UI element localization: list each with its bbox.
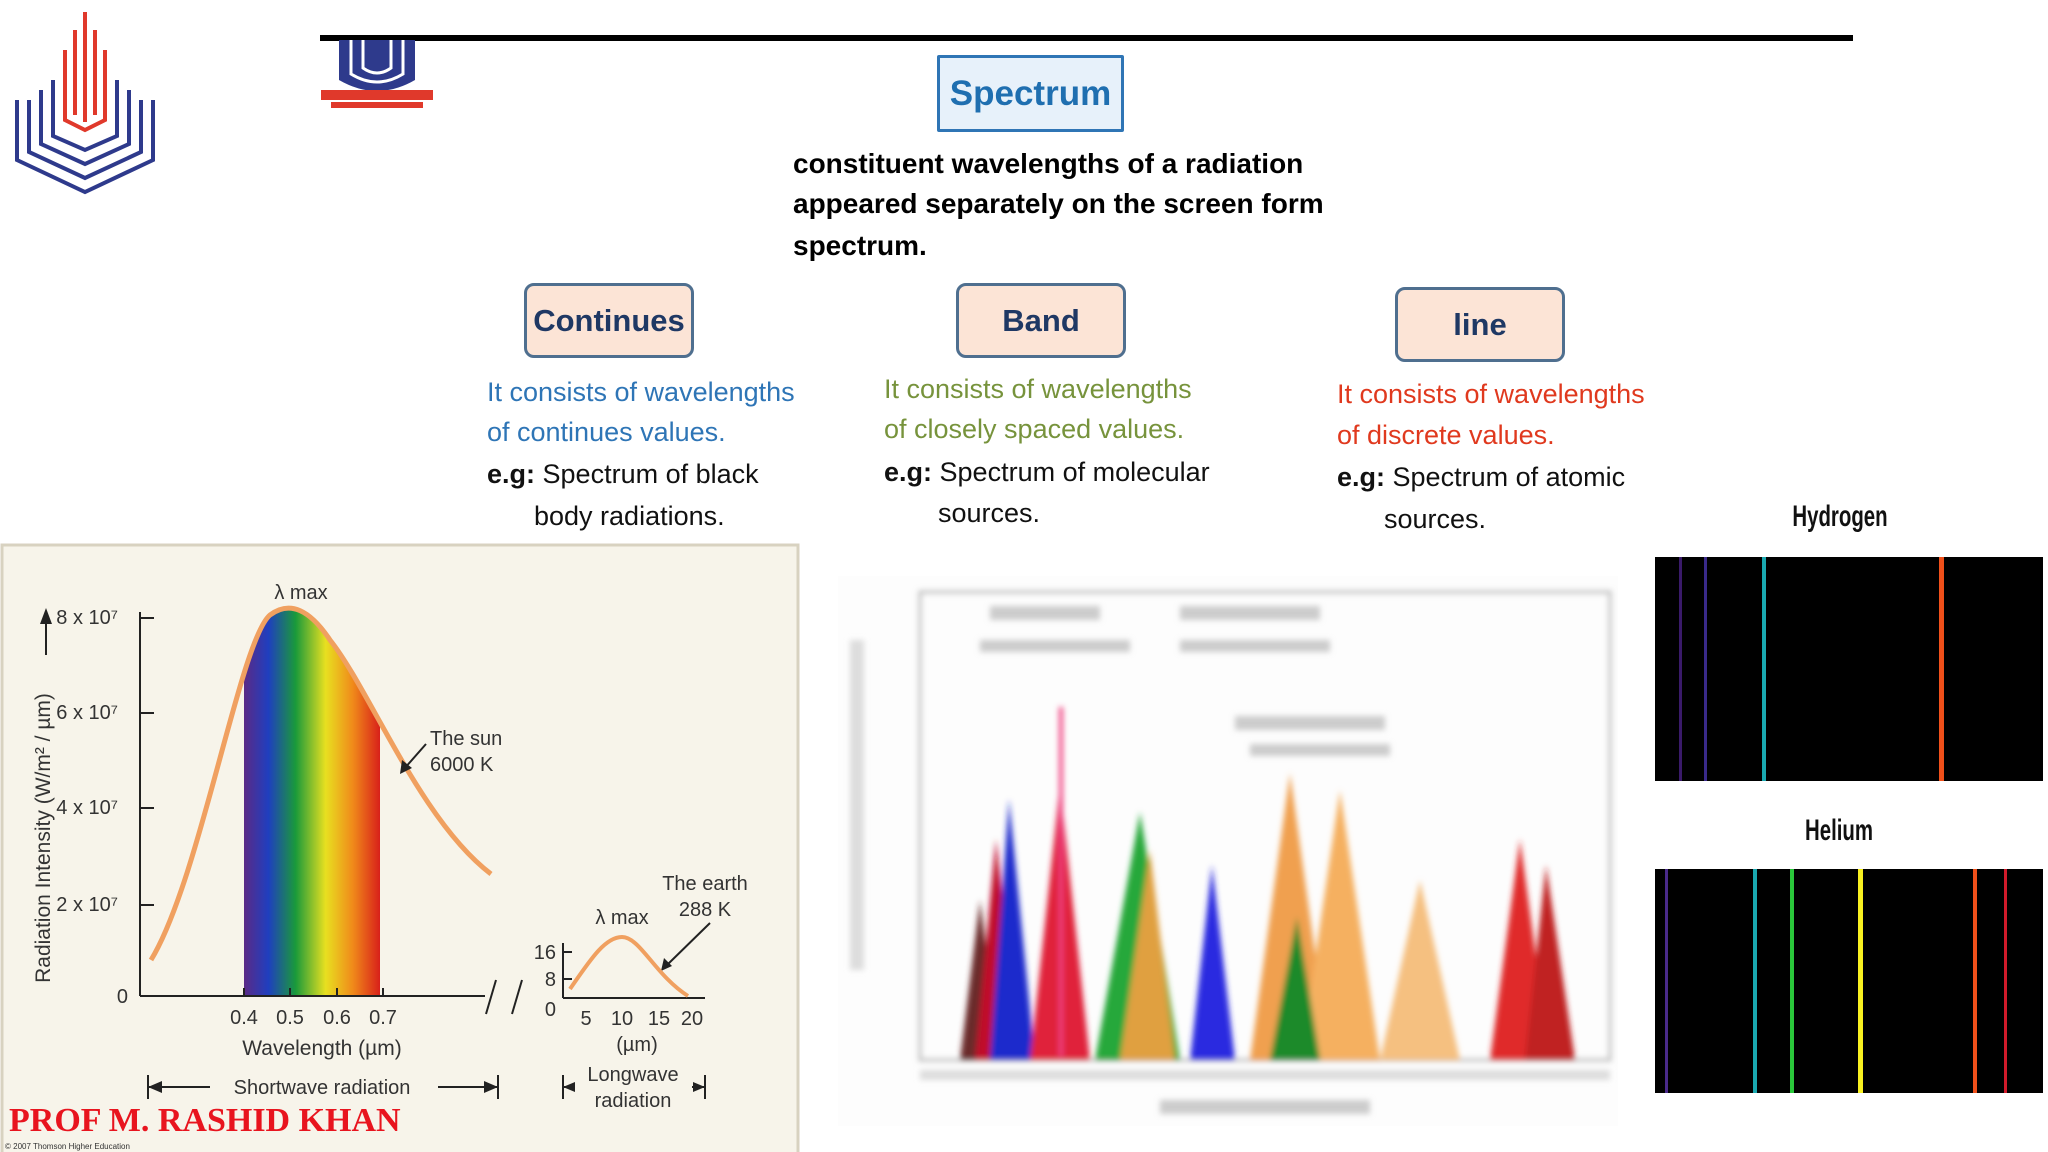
x-axis-label: Wavelength (µm) [242,1037,402,1060]
earth-x-tick: 20 [681,1008,703,1030]
band-spectrum-image [838,576,1618,1126]
spectrum-label: Hydrogen [1792,500,1888,533]
x-tick-label: 0.7 [369,1007,397,1029]
example-text: Spectrum of black [542,459,759,489]
type-description: of discrete values. [1337,420,1555,450]
title: Spectrum [949,73,1112,113]
type-description: of continues values. [487,417,726,447]
author: PROF M. RASHID KHAN [9,1102,401,1139]
earth-curve [568,934,690,998]
hydrogen-spectrum [1655,557,2043,781]
example-text: body radiations. [534,501,725,531]
visible-band [244,608,380,996]
y-tick-label: 2 x 10⁷ [56,894,118,916]
earth-y-tick: 0 [545,999,556,1021]
earth-peak-label: λ max [595,907,648,929]
earth-x-tick: 15 [648,1008,670,1030]
blackbody-figure: 8 x 10⁷ 6 x 10⁷ 4 x 10⁷ 2 x 10⁷ 0 Radiat… [0,543,800,1152]
top-rule [320,35,1853,41]
example: e.g: Spectrum of molecular [884,454,1210,490]
x-tick-label: 0.4 [230,1007,258,1029]
earth-x-tick: 5 [580,1008,591,1030]
spectrum-label: Helium [1804,814,1874,847]
y-tick-label: 8 x 10⁷ [56,607,118,629]
earth-y-tick: 8 [545,969,556,991]
shortwave-label: Shortwave radiation [234,1077,411,1099]
type-box: Continues [524,283,694,358]
earth-y-tick: 16 [534,942,556,964]
earth-x-unit: (µm) [616,1034,658,1056]
y-tick-label: 4 x 10⁷ [56,797,118,819]
example-text: Spectrum of atomic [1392,462,1626,492]
y-tick-label: 0 [117,986,128,1008]
earth-label: The earth [662,873,748,895]
type-description: It consists of wavelengths [1337,379,1645,409]
longwave-label: Longwave [587,1064,678,1086]
earth-label: 288 K [679,899,732,921]
y-axis-label: Radiation Intensity (W/m² / µm) [32,693,55,983]
example-text: sources. [938,498,1041,528]
example: e.g: Spectrum of black [487,456,759,492]
earth-x-tick: 10 [611,1008,633,1030]
sun-curve [148,605,493,962]
copyright: © 2007 Thomson Higher Education [5,1142,130,1151]
y-tick-label: 6 x 10⁷ [56,702,118,724]
helium-spectrum [1655,869,2043,1093]
x-tick-label: 0.6 [323,1007,351,1029]
type-description: It consists of wavelengths [884,374,1192,404]
longwave-label: radiation [595,1090,672,1112]
logo [15,12,155,195]
arrowheads [40,608,705,1093]
sun-label: The sun [430,728,502,750]
definition-line: spectrum. [793,230,927,261]
example-label: e.g: [487,459,536,489]
peak-label: λ max [274,582,327,604]
type-name: line [1453,306,1507,342]
definition-line: appeared separately on the screen form [793,188,1324,219]
type-box: line [1395,287,1565,362]
type-description: of closely spaced values. [884,414,1185,444]
figure-frame [0,543,800,1152]
x-tick-label: 0.5 [276,1007,304,1029]
type-name: Continues [533,302,685,338]
definition-line: constituent wavelengths of a radiation [793,148,1304,179]
sun-label: 6000 K [430,754,494,776]
example-text: sources. [1384,504,1487,534]
example-label: e.g: [1337,462,1386,492]
example: e.g: Spectrum of atomic [1337,459,1625,495]
type-name: Band [1002,302,1080,338]
type-box: Band [956,283,1126,358]
title-box: Spectrum [937,55,1124,132]
example-text: Spectrum of molecular [939,457,1210,487]
example-label: e.g: [884,457,933,487]
small-logo [321,40,433,108]
type-description: It consists of wavelengths [487,377,795,407]
